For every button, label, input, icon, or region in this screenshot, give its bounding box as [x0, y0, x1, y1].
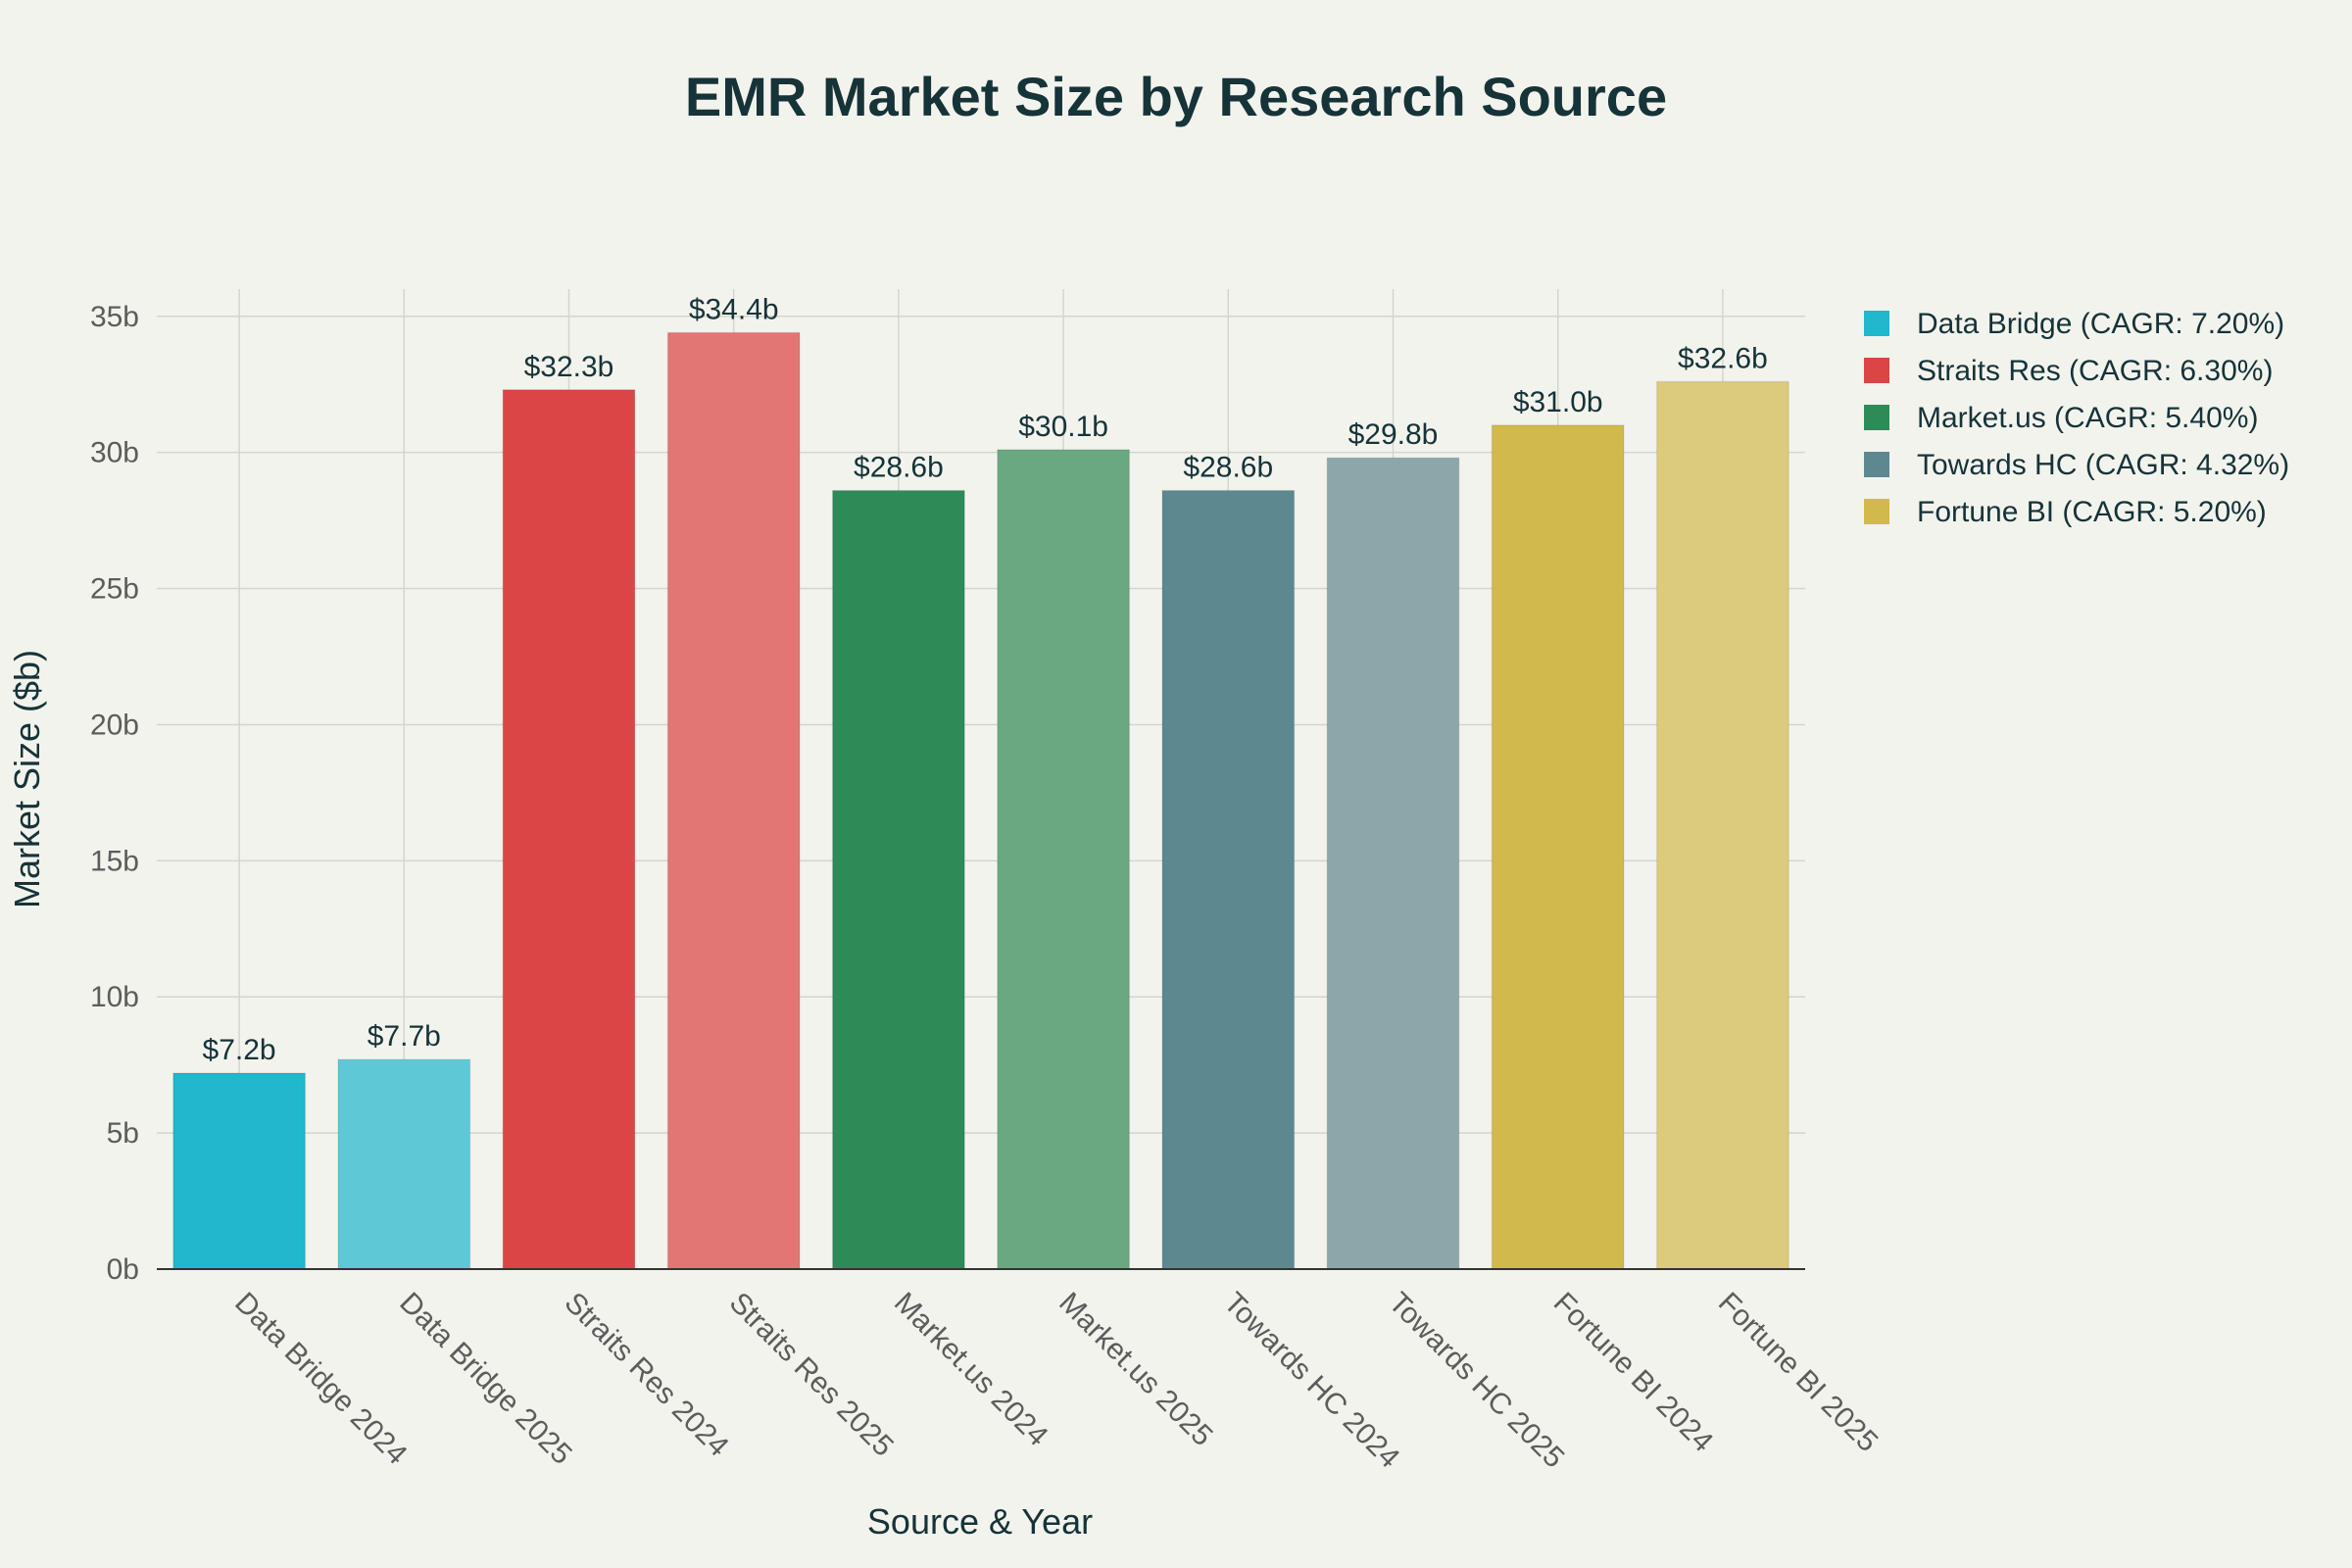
data-label: $28.6b [854, 452, 944, 484]
data-label: $32.6b [1678, 342, 1768, 374]
bar [172, 1072, 307, 1270]
x-tick-label: Market.us 2024 [888, 1287, 1054, 1453]
legend: Data Bridge (CAGR: 7.20%) Straits Res (CA… [1864, 308, 2289, 528]
bar [831, 489, 965, 1270]
legend-swatch [1864, 358, 1889, 383]
bar [1161, 489, 1296, 1270]
legend-label: Market.us (CAGR: 5.40%) [1917, 402, 2258, 434]
x-tick-label: Straits Res 2025 [723, 1287, 900, 1463]
x-tick-label: Fortune BI 2025 [1712, 1287, 1884, 1458]
y-tick-label: 30b [90, 437, 139, 469]
legend-swatch [1864, 405, 1889, 430]
x-tick-label: Data Bridge 2025 [393, 1287, 577, 1471]
data-label: $7.7b [368, 1020, 441, 1053]
bar [1491, 424, 1625, 1270]
x-tick-label: Fortune BI 2024 [1547, 1287, 1719, 1458]
x-tick-label: Towards HC 2025 [1383, 1287, 1571, 1475]
data-labels: $7.2b $7.7b $32.3b $34.4b $28.6b $30.1b $28.6b… [203, 293, 1768, 1066]
data-label: $7.2b [203, 1034, 276, 1066]
x-tick-label: Market.us 2025 [1053, 1287, 1219, 1453]
y-tick-label: 10b [90, 981, 139, 1013]
bar [666, 331, 801, 1270]
data-label: $31.0b [1513, 386, 1603, 418]
bars [172, 331, 1789, 1270]
bar [1326, 457, 1460, 1270]
legend-swatch [1864, 499, 1889, 524]
legend-label: Straits Res (CAGR: 6.30%) [1917, 355, 2273, 387]
bar [997, 449, 1131, 1270]
y-tick-label: 25b [90, 573, 139, 606]
data-label: $34.4b [689, 293, 779, 325]
x-tick-label: Data Bridge 2024 [228, 1287, 413, 1471]
legend-label: Fortune BI (CAGR: 5.20%) [1917, 496, 2267, 528]
x-tick-label: Straits Res 2024 [559, 1287, 735, 1463]
bar [502, 389, 636, 1270]
x-axis-title: Source & Year [867, 1501, 1093, 1542]
bar [1655, 380, 1789, 1270]
legend-swatch [1864, 311, 1889, 336]
y-axis-title: Market Size ($b) [7, 650, 47, 908]
bar [337, 1058, 471, 1270]
legend-label: Data Bridge (CAGR: 7.20%) [1917, 308, 2284, 340]
legend-label: Towards HC (CAGR: 4.32%) [1917, 449, 2289, 481]
x-tick-label: Towards HC 2024 [1217, 1287, 1405, 1475]
data-label: $28.6b [1183, 452, 1273, 484]
data-label: $29.8b [1348, 418, 1439, 451]
y-tick-label: 20b [90, 709, 139, 741]
chart-title: EMR Market Size by Research Source [685, 66, 1667, 127]
legend-swatch [1864, 452, 1889, 477]
y-tick-label: 0b [107, 1253, 139, 1286]
y-tick-label: 15b [90, 845, 139, 877]
y-tick-labels: 0b 5b 10b 15b 20b 25b 30b 35b [90, 301, 139, 1286]
data-label: $30.1b [1018, 411, 1108, 443]
y-tick-label: 35b [90, 301, 139, 333]
data-label: $32.3b [524, 351, 614, 383]
y-tick-label: 5b [107, 1117, 139, 1150]
